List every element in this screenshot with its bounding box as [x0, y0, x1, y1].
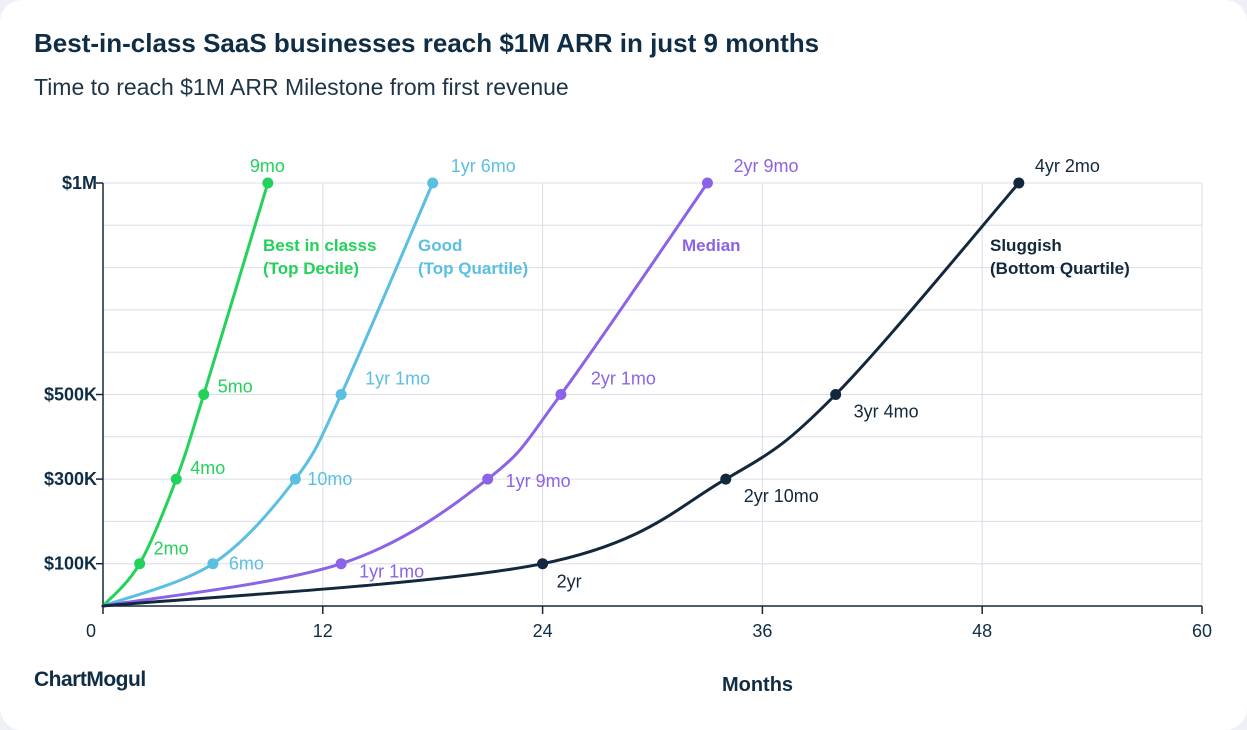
data-label: 2mo	[154, 539, 189, 559]
x-tick-label: 36	[752, 621, 772, 641]
data-point	[289, 473, 301, 485]
data-point	[335, 558, 347, 570]
data-label: 1yr 6mo	[451, 156, 516, 176]
data-label: 1yr 1mo	[359, 562, 424, 582]
x-axis-title: Months	[722, 674, 793, 696]
data-label: 2yr 9mo	[733, 156, 798, 176]
data-label: 2yr	[557, 572, 582, 592]
data-label: 2yr 10mo	[744, 486, 819, 506]
series-4: 2yr 2yr 10mo 3yr 4mo 4yr 2mo Sluggish (Bottom…	[101, 156, 1130, 608]
data-label: 4mo	[190, 458, 225, 478]
series-name-line: Median	[682, 236, 741, 255]
data-point	[830, 389, 842, 400]
x-tick-label: 60	[1192, 621, 1212, 641]
series-2: 6mo 10mo 1yr 1mo 1yr 6mo Good (Top Quartile)	[101, 156, 528, 608]
chart-title: Best-in-class SaaS businesses reach $1M …	[34, 28, 820, 58]
data-label: 2yr 1mo	[591, 369, 656, 389]
series-line	[101, 181, 1021, 608]
data-point	[701, 177, 713, 189]
data-point	[1013, 177, 1025, 189]
series-name-line: Sluggish	[990, 236, 1062, 255]
data-point	[555, 389, 567, 400]
data-point	[170, 473, 182, 485]
series-name-line: Good	[418, 236, 462, 255]
data-label: 1yr 1mo	[365, 369, 430, 389]
x-tick-label: 48	[972, 621, 992, 641]
data-point	[134, 558, 146, 570]
data-label: 6mo	[229, 554, 264, 574]
y-tick-label: $300K	[44, 469, 97, 489]
x-tick-label: 12	[313, 621, 333, 641]
x-tick-label: 24	[533, 621, 553, 641]
data-point	[720, 473, 732, 485]
data-point	[335, 389, 347, 400]
series-name-line: (Top Decile)	[263, 259, 359, 278]
data-label: 4yr 2mo	[1035, 156, 1100, 176]
data-label: 5mo	[218, 377, 253, 397]
series-name-line: Best in classs	[263, 236, 376, 255]
data-label: 10mo	[307, 469, 352, 489]
data-point	[207, 558, 219, 570]
data-label: 3yr 4mo	[854, 402, 919, 422]
x-tick-label: 0	[86, 621, 96, 641]
series-name-label: Median	[682, 236, 741, 255]
series-1: 2mo 4mo 5mo 9mo Best in classs (Top Decile)	[101, 156, 376, 608]
y-tick-label: $100K	[44, 554, 97, 574]
chart-subtitle: Time to reach $1M ARR Milestone from fir…	[34, 74, 569, 100]
series-name-line: (Top Quartile)	[418, 259, 528, 278]
series-name-label: Good (Top Quartile)	[418, 236, 528, 278]
data-point	[198, 389, 210, 400]
data-point	[427, 177, 439, 189]
data-label: 9mo	[250, 156, 285, 176]
series-name-line: (Bottom Quartile)	[990, 259, 1130, 278]
y-tick-label: $500K	[44, 385, 97, 405]
series-name-label: Sluggish (Bottom Quartile)	[990, 236, 1130, 278]
data-label: 1yr 9mo	[506, 471, 571, 491]
data-point	[537, 558, 549, 570]
y-tick-label: $1M	[62, 173, 97, 193]
data-point	[482, 473, 494, 485]
data-point	[262, 177, 274, 189]
series-name-label: Best in classs (Top Decile)	[263, 236, 376, 278]
series-3: 1yr 1mo 1yr 9mo 2yr 1mo 2yr 9mo Median	[101, 156, 798, 608]
grid	[103, 182, 1203, 606]
chartmogul-logo: ChartMogul	[34, 668, 146, 691]
series-line	[101, 181, 435, 608]
